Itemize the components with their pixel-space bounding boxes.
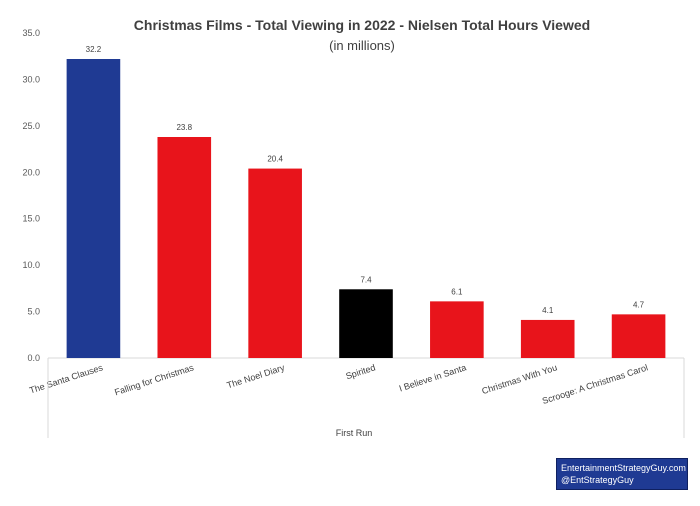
y-tick-label: 0.0	[27, 353, 40, 363]
bar	[66, 59, 121, 358]
data-label: 7.4	[360, 275, 372, 284]
y-tick-label: 20.0	[22, 167, 40, 177]
credit-website: EntertainmentStrategyGuy.com	[561, 463, 686, 473]
bars	[66, 59, 666, 358]
credit-box: EntertainmentStrategyGuy.com @EntStrateg…	[556, 458, 688, 490]
category-labels: The Santa Clauses Falling for Christmas Th…	[28, 362, 649, 406]
y-tick-label: 10.0	[22, 260, 40, 270]
data-label: 4.7	[633, 300, 645, 309]
data-label: 20.4	[267, 155, 283, 164]
y-tick-label: 5.0	[27, 307, 40, 317]
bar	[248, 168, 302, 358]
bar	[520, 319, 575, 358]
credit-handle: @EntStrategyGuy	[561, 475, 634, 485]
category-label: The Noel Diary	[226, 362, 287, 390]
y-tick-label: 15.0	[22, 214, 40, 224]
data-label: 6.1	[451, 287, 463, 296]
y-tick-label: 30.0	[22, 74, 40, 84]
y-axis: 0.0 5.0 10.0 15.0 20.0 25.0 30.0 35.0	[22, 28, 40, 363]
data-labels: 32.2 23.8 20.4 7.4 6.1 4.1 4.7	[86, 45, 645, 315]
y-tick-label: 35.0	[22, 28, 40, 38]
data-label: 23.8	[176, 123, 192, 132]
chart-subtitle: (in millions)	[329, 38, 395, 53]
bar	[611, 314, 666, 358]
category-label: Christmas With You	[481, 362, 559, 396]
data-label: 4.1	[542, 306, 554, 315]
bar	[339, 289, 393, 358]
category-label: I Believe in Santa	[398, 362, 468, 393]
data-label: 32.2	[86, 45, 102, 54]
group-label: First Run	[336, 428, 373, 438]
bar	[430, 301, 484, 358]
category-label: Spirited	[345, 362, 377, 381]
bar	[157, 137, 212, 358]
chart-title: Christmas Films - Total Viewing in 2022 …	[134, 17, 590, 33]
category-label: Falling for Christmas	[113, 362, 195, 397]
y-tick-label: 25.0	[22, 121, 40, 131]
category-label: The Santa Clauses	[28, 362, 104, 395]
